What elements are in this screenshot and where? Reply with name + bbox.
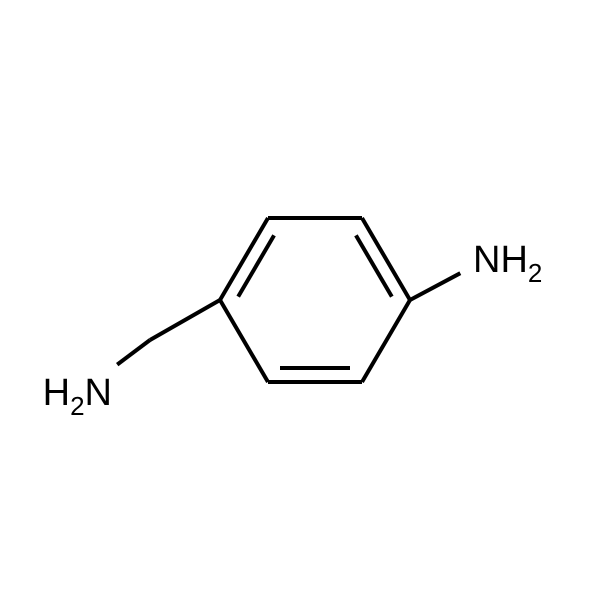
atom-label-n1: NH2 bbox=[473, 239, 542, 288]
atom-label-n2: H2N bbox=[43, 372, 112, 421]
molecule-diagram: NH2 H2N bbox=[0, 0, 600, 600]
